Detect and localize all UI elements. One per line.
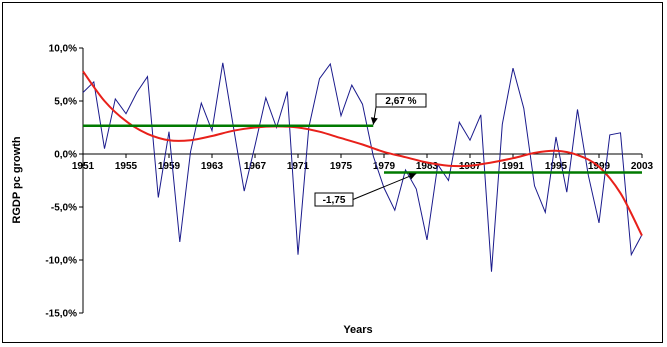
x-axis-title: Years xyxy=(343,324,372,336)
trend-line xyxy=(82,70,643,237)
x-axis: 1951 1955 1959 1963 1967 1971 1975 1979 1983 1987… xyxy=(72,153,654,172)
x-tick-label: 1959 xyxy=(158,161,181,172)
x-tick-label: 1963 xyxy=(201,161,224,172)
x-tick-label: 1975 xyxy=(330,161,353,172)
callout-box xyxy=(375,93,427,108)
x-tick-label: 1995 xyxy=(545,161,568,172)
callout-arrowhead xyxy=(370,117,378,125)
x-tick-label: 2003 xyxy=(631,161,654,172)
callout-arrow xyxy=(352,173,417,200)
callout-label: 2,67 % xyxy=(385,96,416,107)
callout-label: -1,75 xyxy=(323,195,346,206)
x-tick-label: 1979 xyxy=(373,161,396,172)
y-axis: 10,0% 5,0% 0,0% -5,0% -10,0% -15,0% xyxy=(45,44,84,320)
x-tick-label: 1951 xyxy=(72,161,95,172)
x-tick-label: 1955 xyxy=(115,161,138,172)
series-layer xyxy=(82,62,643,272)
x-tick-label: 1991 xyxy=(502,161,525,172)
y-tick-label: -15,0% xyxy=(45,309,77,320)
x-tick-label: 1967 xyxy=(244,161,267,172)
y-tick-label: -10,0% xyxy=(45,256,77,267)
callout-box xyxy=(314,192,354,207)
x-tick-label: 1983 xyxy=(416,161,439,172)
reference-lines: 2,67 % -1,75 xyxy=(83,93,642,207)
y-axis-title: RGDP pc growth xyxy=(11,136,23,223)
growth-series-line xyxy=(82,62,643,272)
y-tick-label: 0,0% xyxy=(54,150,77,161)
y-tick-label: -5,0% xyxy=(51,203,77,214)
x-tick-label: 1971 xyxy=(287,161,310,172)
y-tick-label: 5,0% xyxy=(54,97,77,108)
y-tick-label: 10,0% xyxy=(49,44,77,55)
callout-arrowhead xyxy=(408,172,417,180)
